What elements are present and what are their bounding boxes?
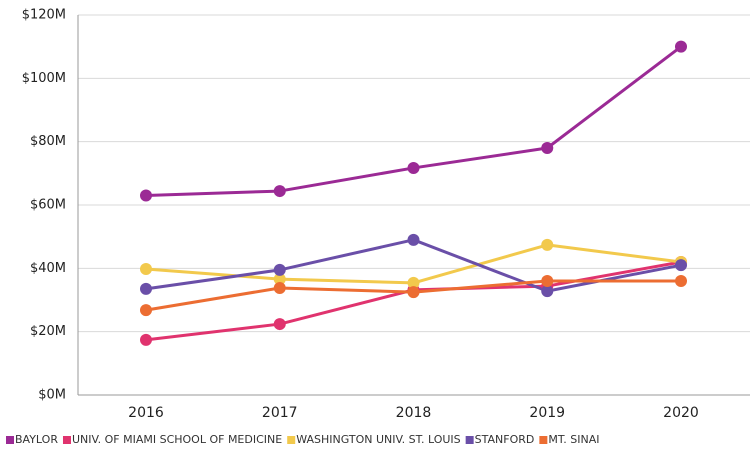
data-point — [273, 185, 286, 198]
legend-swatch — [287, 436, 296, 444]
y-tick-label: $40M — [30, 261, 66, 276]
y-tick-label: $100M — [22, 71, 66, 86]
y-tick-label: $60M — [30, 198, 66, 213]
data-point — [407, 233, 420, 246]
y-tick-label: $120M — [22, 8, 66, 23]
x-tick-label: 2016 — [128, 405, 164, 421]
legend-swatch — [539, 436, 548, 444]
data-point — [407, 161, 420, 174]
legend-swatch — [465, 436, 474, 444]
x-tick-label: 2020 — [663, 405, 699, 421]
data-point — [273, 263, 286, 276]
legend-label: BAYLOR — [15, 433, 58, 446]
data-point — [140, 262, 152, 275]
data-point — [675, 40, 687, 53]
data-point — [140, 282, 152, 295]
y-tick-label: $0M — [38, 388, 66, 403]
data-point — [675, 259, 687, 272]
data-point — [140, 333, 152, 346]
data-point — [140, 304, 152, 317]
x-tick-label: 2017 — [262, 405, 298, 421]
data-point — [273, 281, 286, 294]
data-point — [541, 285, 554, 298]
y-tick-label: $80M — [30, 134, 66, 149]
legend-swatch — [6, 436, 14, 444]
legend-label: MT. SINAI — [548, 433, 599, 446]
data-point — [407, 286, 420, 299]
legend-swatch — [62, 436, 71, 444]
data-point — [541, 275, 554, 287]
y-tick-label: $20M — [30, 324, 66, 339]
x-tick-label: 2018 — [396, 405, 432, 421]
data-point — [140, 189, 152, 202]
data-point — [541, 238, 554, 251]
legend-label: STANFORD — [475, 433, 535, 446]
data-point — [273, 273, 286, 286]
data-point — [675, 275, 687, 287]
legend-label: WASHINGTON UNIV. ST. LOUIS — [296, 433, 460, 446]
data-point — [541, 142, 554, 154]
data-point — [407, 276, 420, 289]
legend-label: UNIV. OF MIAMI SCHOOL OF MEDICINE — [72, 433, 282, 446]
x-tick-label: 2019 — [529, 405, 565, 421]
data-point — [273, 318, 286, 331]
